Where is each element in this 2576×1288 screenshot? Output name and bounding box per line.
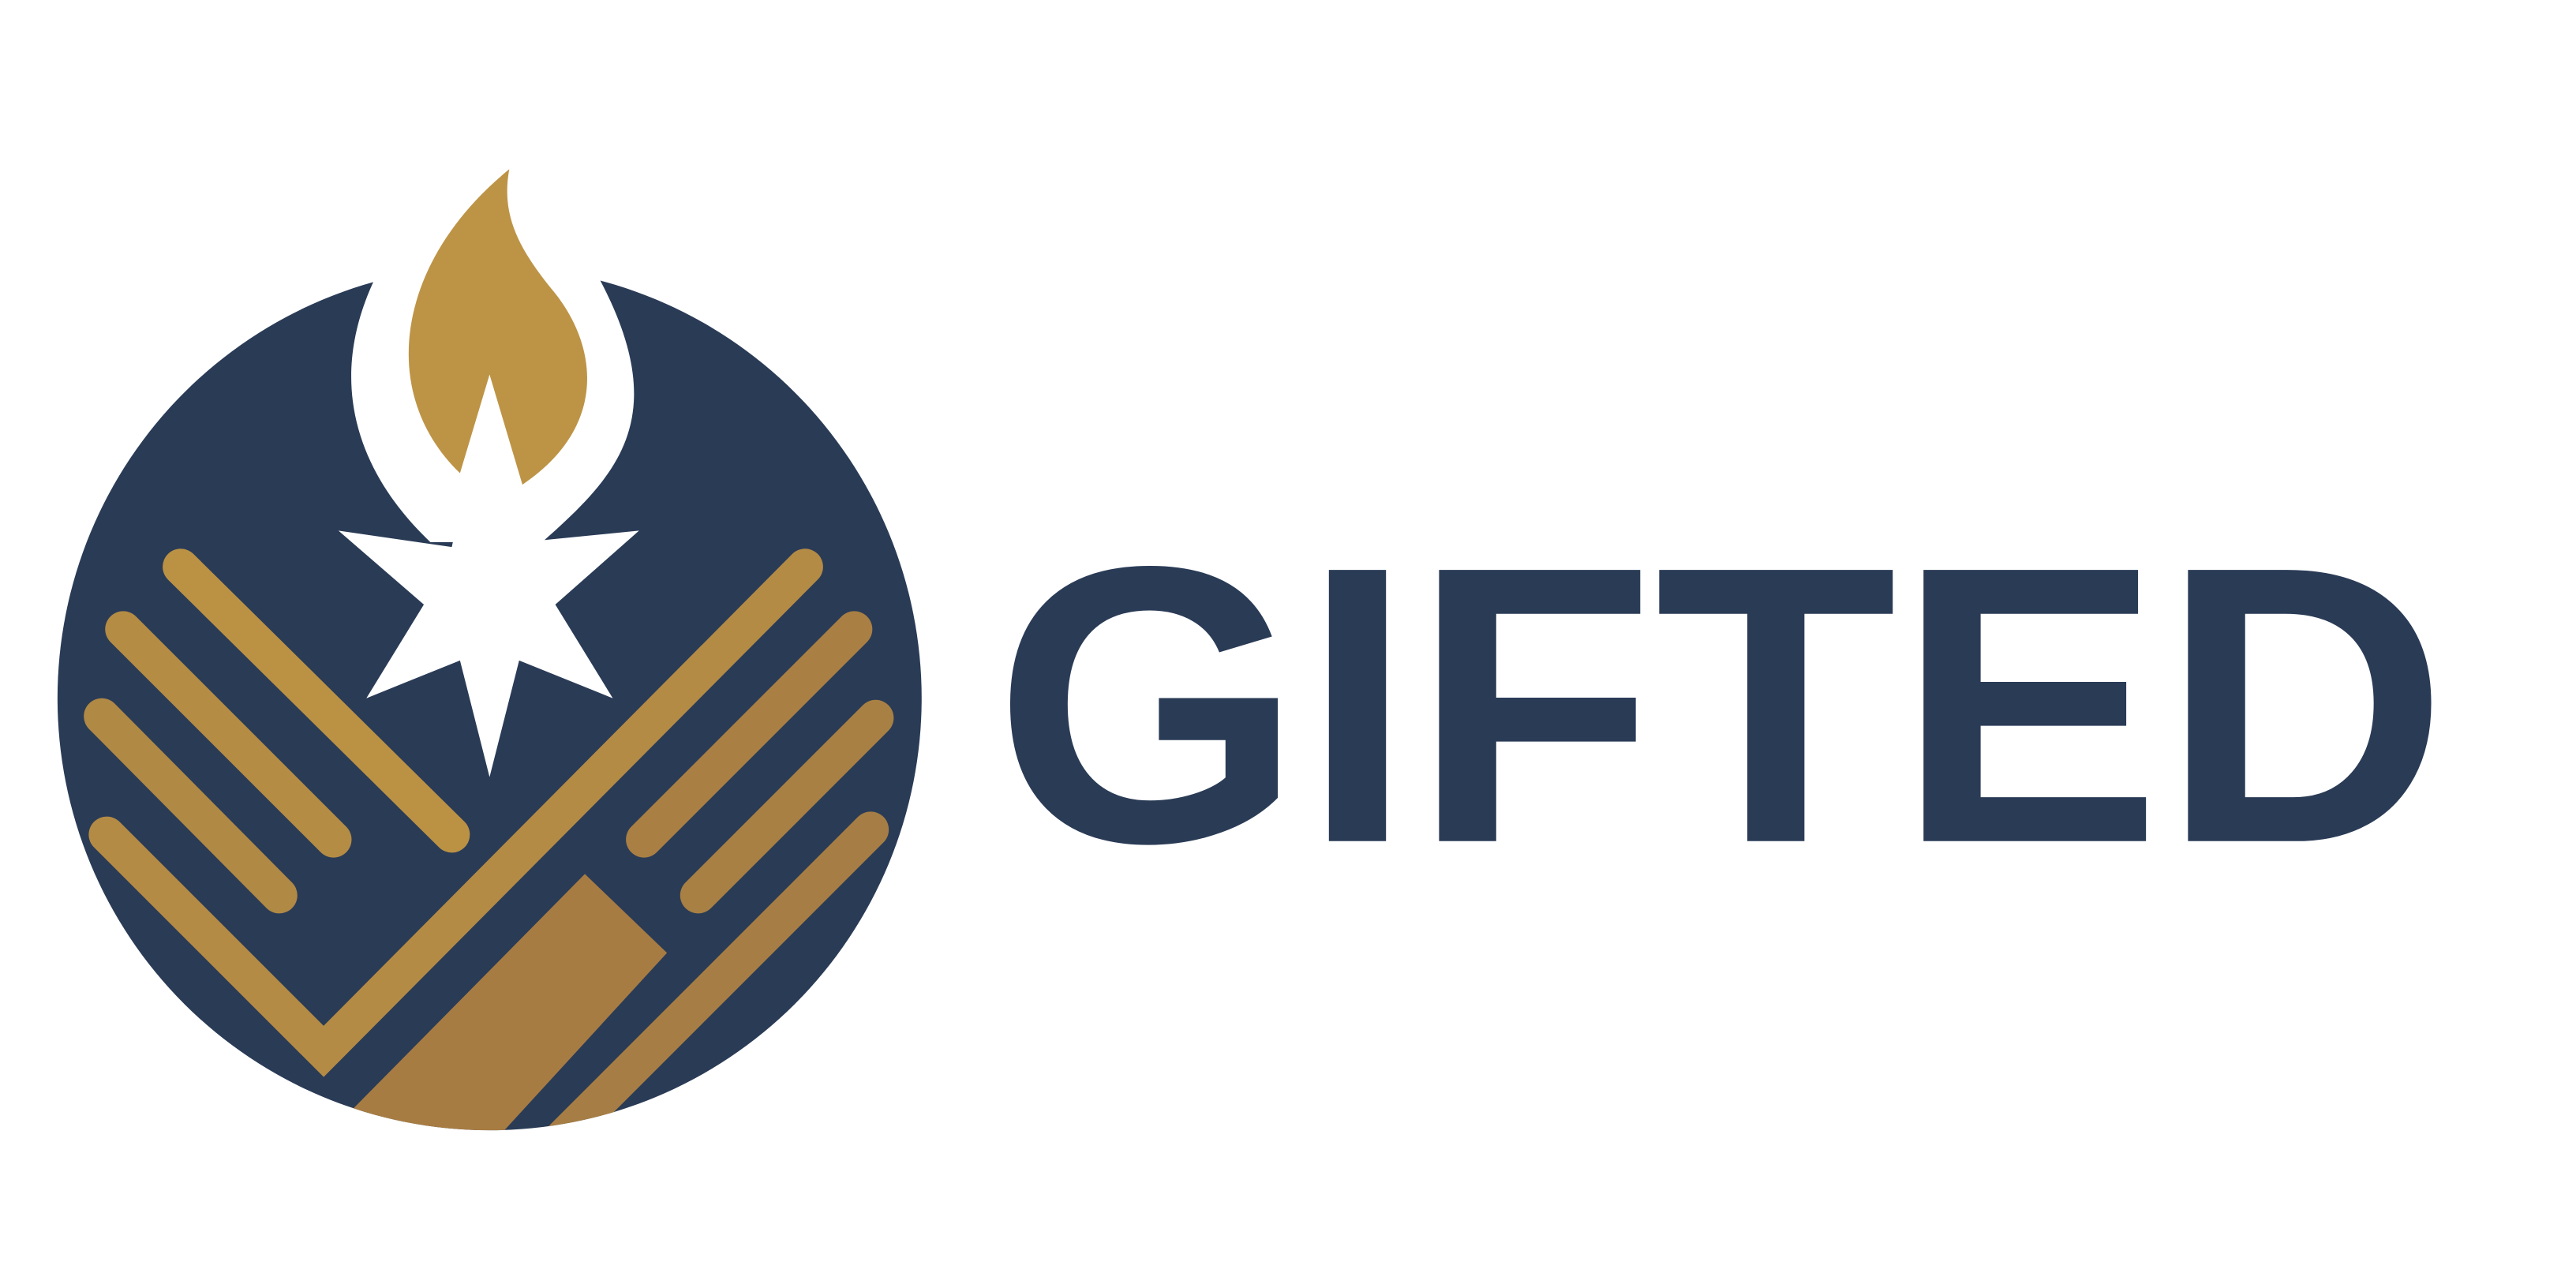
flame bbox=[408, 169, 588, 485]
v-stripe bbox=[88, 549, 823, 1077]
emblem bbox=[57, 98, 922, 1131]
block bbox=[328, 874, 668, 1131]
stripe bbox=[680, 699, 894, 914]
stripe bbox=[84, 698, 298, 914]
star bbox=[338, 374, 639, 777]
stripe bbox=[626, 611, 873, 858]
stripe bbox=[163, 549, 470, 853]
stripe bbox=[105, 611, 352, 858]
wordmark: GIFTED bbox=[994, 485, 2447, 925]
stripes bbox=[84, 549, 894, 1131]
stripe bbox=[524, 811, 889, 1131]
